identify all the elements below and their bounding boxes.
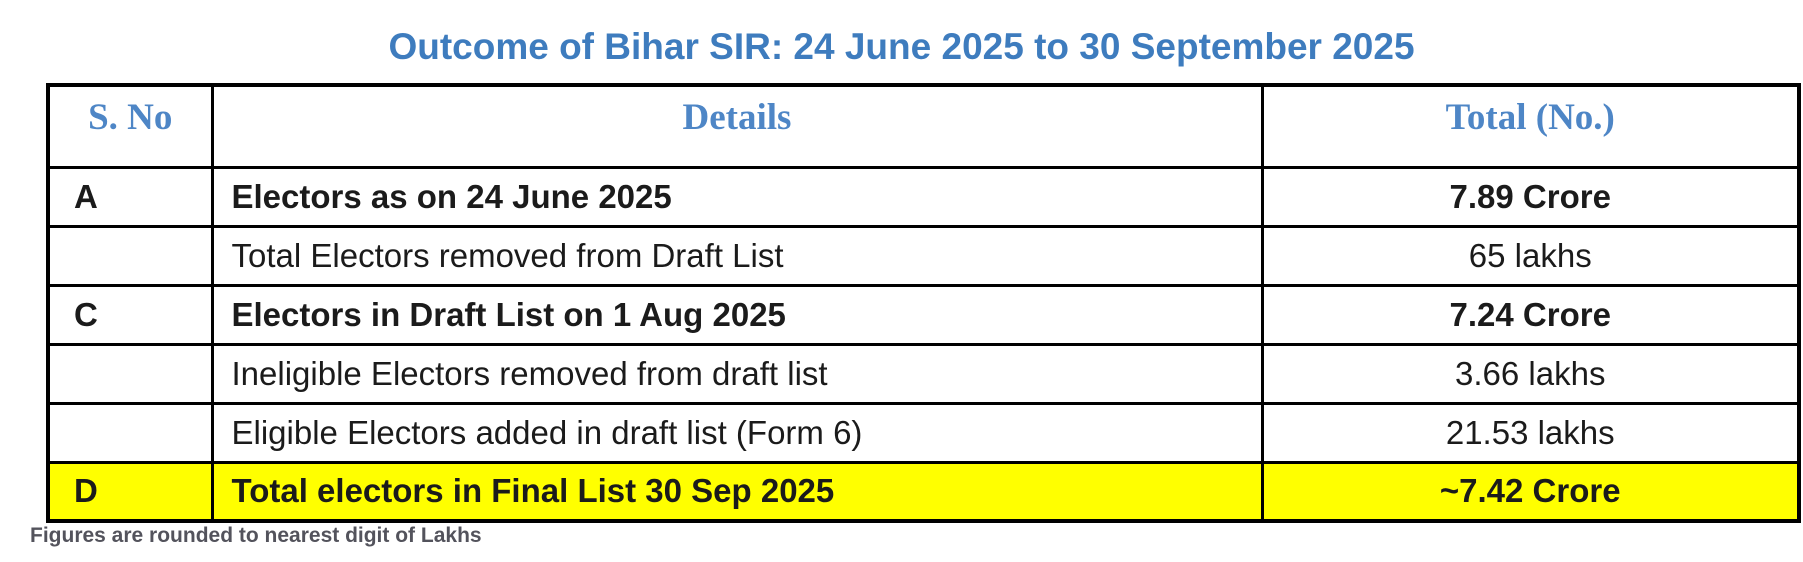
- details-cell: Electors in Draft List on 1 Aug 2025: [210, 283, 1264, 346]
- column-header-total: Total (No.): [1260, 83, 1801, 169]
- table-row: Total Electors removed from Draft List 6…: [46, 224, 1801, 287]
- table-row: Eligible Electors added in draft list (F…: [46, 401, 1801, 464]
- table-row: A Electors as on 24 June 2025 7.89 Crore: [46, 165, 1801, 228]
- sno-cell: [46, 342, 214, 405]
- sir-outcome-table: S. No Details Total (No.) A Electors as …: [46, 83, 1801, 523]
- details-cell: Eligible Electors added in draft list (F…: [210, 401, 1264, 464]
- details-cell: Total Electors removed from Draft List: [210, 224, 1264, 287]
- details-cell: Total electors in Final List 30 Sep 2025: [210, 460, 1264, 523]
- page-title: Outcome of Bihar SIR: 24 June 2025 to 30…: [388, 26, 1415, 67]
- table-row: Ineligible Electors removed from draft l…: [46, 342, 1801, 405]
- sno-cell: [46, 401, 214, 464]
- total-cell: 21.53 lakhs: [1260, 401, 1801, 464]
- sno-cell: C: [46, 283, 214, 346]
- table-row-final-total: D Total electors in Final List 30 Sep 20…: [46, 460, 1801, 523]
- total-cell: ~7.42 Crore: [1260, 460, 1801, 523]
- total-cell: 7.89 Crore: [1260, 165, 1801, 228]
- footnote: Figures are rounded to nearest digit of …: [30, 524, 482, 547]
- details-cell: Electors as on 24 June 2025: [210, 165, 1264, 228]
- sno-cell: A: [46, 165, 214, 228]
- table-row: C Electors in Draft List on 1 Aug 2025 7…: [46, 283, 1801, 346]
- sno-cell: [46, 224, 214, 287]
- total-cell: 7.24 Crore: [1260, 283, 1801, 346]
- column-header-sno: S. No: [46, 83, 214, 169]
- total-cell: 65 lakhs: [1260, 224, 1801, 287]
- table-header-row: S. No Details Total (No.): [46, 83, 1801, 169]
- details-cell: Ineligible Electors removed from draft l…: [210, 342, 1264, 405]
- sno-cell: D: [46, 460, 214, 523]
- column-header-details: Details: [210, 83, 1264, 169]
- total-cell: 3.66 lakhs: [1260, 342, 1801, 405]
